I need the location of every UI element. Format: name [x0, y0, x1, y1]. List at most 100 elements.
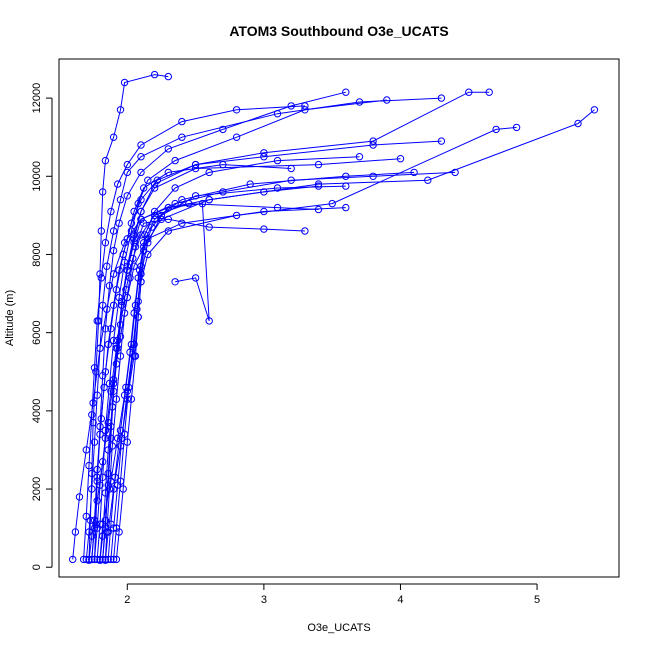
data-point — [90, 438, 99, 446]
data-point — [451, 168, 459, 177]
data-point — [141, 231, 149, 239]
data-point — [93, 391, 101, 399]
data-point — [273, 184, 282, 192]
data-point — [101, 426, 110, 435]
data-point — [355, 153, 364, 161]
data-point — [232, 211, 241, 220]
data-point — [88, 555, 96, 564]
data-point — [219, 125, 227, 134]
data-point — [135, 266, 144, 274]
x-tick-label: 3 — [261, 594, 267, 606]
data-point — [590, 106, 599, 114]
data-point — [99, 188, 107, 196]
data-point — [93, 465, 101, 474]
series-7 — [99, 155, 405, 564]
data-point — [69, 555, 77, 564]
data-point — [118, 301, 126, 309]
x-tick-label: 2 — [124, 594, 130, 606]
data-point — [122, 286, 130, 294]
data-point — [88, 411, 96, 419]
data-point — [101, 325, 110, 333]
data-point — [383, 96, 391, 104]
data-point — [123, 160, 132, 169]
series-15 — [109, 153, 364, 564]
data-point — [101, 156, 110, 165]
data-point — [97, 415, 106, 423]
data-point — [134, 313, 142, 321]
data-point — [71, 528, 80, 536]
data-point — [314, 160, 323, 169]
data-point — [287, 102, 295, 110]
data-point — [116, 106, 125, 114]
data-point — [120, 78, 129, 87]
data-point — [492, 125, 500, 134]
data-point — [134, 297, 142, 306]
plot-frame — [58, 58, 620, 578]
data-point — [123, 266, 132, 274]
data-point — [342, 182, 350, 190]
series-12-line — [107, 171, 415, 560]
data-point — [104, 555, 112, 564]
data-point — [130, 340, 138, 349]
data-point — [123, 387, 132, 395]
data-point — [89, 418, 97, 427]
data-point — [101, 524, 110, 532]
data-point — [140, 184, 148, 192]
data-point — [112, 286, 121, 294]
series-5-line — [94, 140, 442, 560]
data-point — [82, 512, 91, 521]
data-point — [114, 180, 122, 188]
data-point — [369, 137, 377, 145]
data-point — [232, 106, 241, 114]
data-point — [101, 555, 110, 564]
data-point — [114, 344, 122, 352]
data-point — [437, 137, 446, 145]
data-point — [205, 317, 213, 325]
data-point — [153, 176, 162, 184]
series-1-line — [72, 171, 456, 560]
data-point — [314, 182, 323, 190]
data-point — [171, 156, 179, 165]
y-tick-label: 6000 — [31, 320, 43, 344]
series-3 — [96, 106, 599, 564]
data-point — [130, 207, 138, 216]
data-point — [90, 364, 99, 372]
data-point — [99, 532, 107, 540]
data-point — [105, 282, 114, 290]
data-point — [485, 88, 493, 96]
series-15-line — [113, 156, 360, 560]
data-point — [198, 199, 207, 208]
data-point — [301, 227, 309, 235]
data-point — [342, 88, 350, 96]
data-point — [101, 489, 110, 497]
data-point — [90, 555, 99, 564]
data-point — [123, 235, 132, 243]
data-point — [164, 145, 173, 153]
data-point — [92, 520, 100, 528]
data-point — [131, 352, 140, 360]
data-point — [164, 203, 173, 212]
data-point — [112, 555, 121, 564]
data-point — [260, 153, 268, 161]
data-point — [314, 205, 323, 214]
series-5 — [90, 137, 446, 564]
data-point — [111, 473, 119, 481]
data-point — [115, 293, 123, 302]
data-point — [140, 246, 148, 255]
data-point — [437, 94, 446, 102]
data-point — [127, 395, 136, 403]
data-point — [164, 215, 173, 224]
data-point — [125, 383, 133, 392]
data-point — [328, 199, 336, 208]
data-point — [369, 172, 377, 181]
data-point — [205, 168, 213, 177]
series-6 — [82, 94, 446, 564]
data-point — [178, 133, 186, 141]
data-point — [93, 497, 101, 505]
series-17 — [88, 88, 493, 564]
series-20-line — [115, 185, 319, 560]
series-18-line — [102, 203, 210, 560]
data-point — [137, 153, 145, 161]
data-point — [246, 180, 254, 188]
data-point — [104, 446, 112, 454]
